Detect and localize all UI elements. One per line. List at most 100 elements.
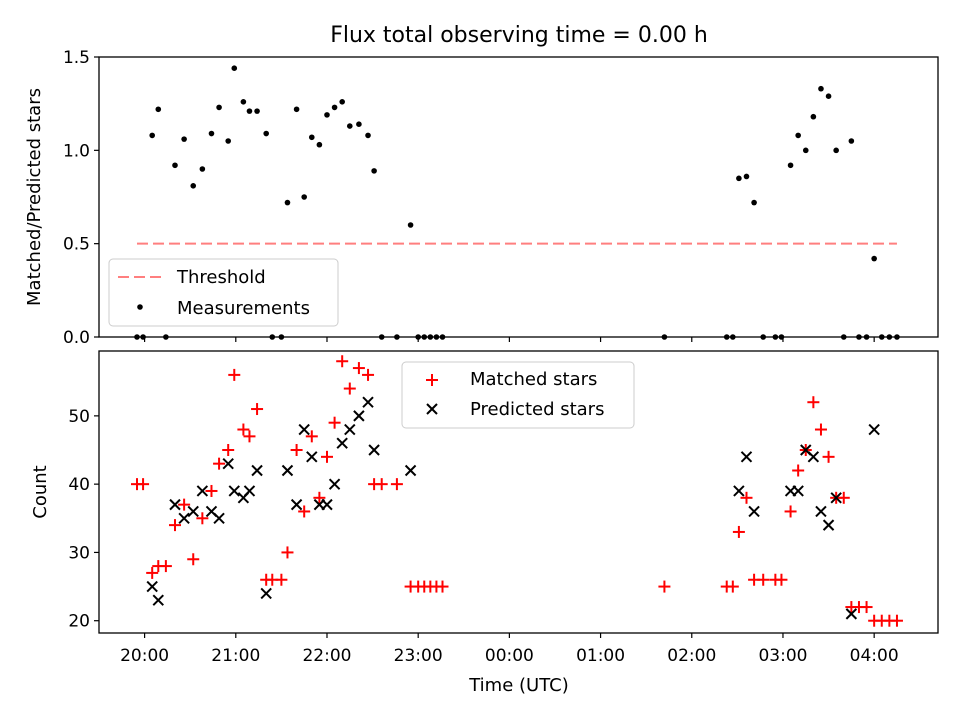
predicted-star-point xyxy=(178,512,190,524)
measurement-point xyxy=(346,123,353,129)
bottom-y-tick-label: 30 xyxy=(68,543,90,563)
predicted-star-point xyxy=(404,464,417,477)
matched-star-point xyxy=(792,464,805,477)
predicted-star-point xyxy=(845,608,858,620)
matched-star-point xyxy=(243,430,256,443)
predicted-star-point xyxy=(822,519,835,531)
matched-star-point xyxy=(320,450,333,463)
measurement-point xyxy=(825,93,832,99)
measurement-point xyxy=(751,199,757,206)
matched-star-point xyxy=(290,444,303,457)
bottom-y-tick-label: 40 xyxy=(68,475,90,495)
predicted-star-point xyxy=(222,457,234,470)
matched-star-point xyxy=(178,498,191,511)
measurement-point xyxy=(833,147,839,154)
measurement-point xyxy=(293,106,300,113)
matched-star-point xyxy=(814,423,827,436)
top-y-ticks: 0.0 0.5 1.0 1.5 xyxy=(63,48,99,348)
x-tick-label: 20:00 xyxy=(120,646,169,666)
top-plot-marks xyxy=(134,65,900,340)
measurement-point xyxy=(225,138,231,144)
bottom-y-tick-label: 20 xyxy=(68,612,90,632)
predicted-star-point xyxy=(213,512,225,524)
top-x-ticks xyxy=(143,337,875,342)
matched-star-point xyxy=(757,573,770,586)
measurement-point xyxy=(181,136,187,142)
matched-star-point xyxy=(213,457,226,470)
measurement-point xyxy=(216,104,222,111)
measurement-point xyxy=(331,104,338,111)
measurement-point xyxy=(848,138,855,144)
measurement-point xyxy=(172,162,178,169)
predicted-star-point xyxy=(733,485,745,497)
matched-star-point xyxy=(328,416,341,429)
predicted-star-point xyxy=(290,498,303,511)
matched-star-point xyxy=(275,573,288,586)
matched-star-point xyxy=(837,491,850,504)
matched-star-point xyxy=(137,478,150,491)
measurement-point xyxy=(818,85,824,92)
matched-star-point xyxy=(732,525,745,538)
matched-star-point xyxy=(205,484,218,497)
x-tick-label: 22:00 xyxy=(302,646,351,666)
measurement-point xyxy=(324,112,330,118)
measurement-point xyxy=(263,130,269,137)
top-y-tick-label: 0.0 xyxy=(63,328,90,348)
matched-star-point xyxy=(237,423,250,436)
predicted-star-point xyxy=(152,594,164,606)
bottom-y-axis-label: Count xyxy=(30,465,51,518)
top-y-tick-label: 1.5 xyxy=(63,48,90,68)
x-tick-label: 01:00 xyxy=(576,646,625,666)
predicted-star-point xyxy=(260,587,272,600)
top-axes-frame xyxy=(98,56,939,338)
matched-star-point xyxy=(168,519,181,532)
bottom-plot-marks xyxy=(130,355,903,627)
matched-star-point xyxy=(313,491,326,504)
predicted-star-point xyxy=(187,505,199,518)
predicted-star-point xyxy=(740,451,753,463)
top-y-tick-label: 1.0 xyxy=(63,141,90,161)
measurement-point xyxy=(787,162,794,169)
predicted-star-point xyxy=(306,451,318,463)
matched-star-point xyxy=(890,614,903,627)
measurement-point xyxy=(371,168,377,174)
top-panel: 0.0 0.5 1.0 1.5 Matched/Predicted stars Thr… xyxy=(24,48,939,348)
predicted-star-point xyxy=(196,485,209,497)
matched-star-point xyxy=(222,444,235,457)
matched-star-point xyxy=(375,478,388,491)
predicted-star-point xyxy=(281,464,294,477)
matched-star-point xyxy=(740,491,753,504)
predicted-star-point xyxy=(328,478,341,490)
x-tick-label: 02:00 xyxy=(667,646,716,666)
matched-star-point xyxy=(860,601,873,614)
measurement-point xyxy=(199,166,206,172)
legend-matched-swatch xyxy=(426,374,438,386)
matched-star-point xyxy=(196,512,209,525)
measurement-point xyxy=(246,108,253,114)
bottom-x-ticks: 20:00 21:00 22:00 23:00 00:00 01:00 02:00 03:00… xyxy=(120,633,899,666)
measurement-point xyxy=(301,194,307,200)
measurement-point xyxy=(316,141,323,148)
predicted-star-point xyxy=(336,437,348,449)
x-tick-label: 00:00 xyxy=(485,646,534,666)
matched-star-point xyxy=(436,580,449,593)
measurement-point xyxy=(356,121,362,127)
bottom-legend: Matched stars Predicted stars xyxy=(401,361,635,429)
measurement-point xyxy=(240,99,247,105)
top-y-axis-label: Matched/Predicted stars xyxy=(24,88,45,306)
matched-star-point xyxy=(362,368,375,381)
predicted-star-point xyxy=(815,505,827,518)
measurement-point xyxy=(365,132,371,139)
matched-star-point xyxy=(187,553,200,566)
figure-title: Flux total observing time = 0.00 h xyxy=(330,23,708,48)
predicted-star-point xyxy=(228,485,240,497)
legend-predicted-swatch xyxy=(426,403,438,415)
predicted-star-point xyxy=(169,498,181,511)
predicted-star-point xyxy=(146,580,158,593)
matched-star-point xyxy=(822,450,835,463)
matched-star-point xyxy=(784,505,797,518)
measurement-point xyxy=(795,132,801,139)
matched-star-point xyxy=(251,403,264,416)
matched-star-point xyxy=(281,546,294,559)
